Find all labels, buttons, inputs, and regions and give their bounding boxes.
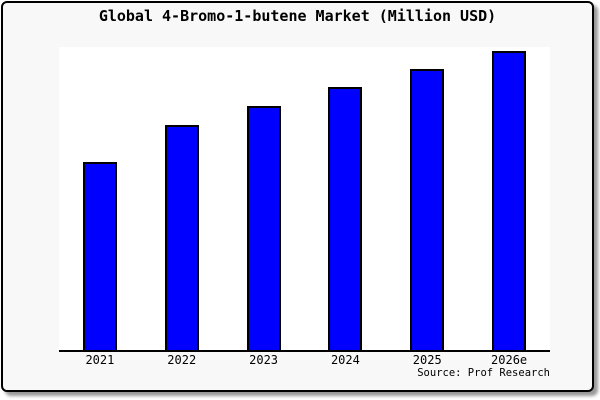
bar-2022 — [164, 125, 199, 350]
x-tick-label-2025: 2025 — [412, 353, 442, 367]
bar-2023 — [246, 106, 281, 350]
bar-2026e — [492, 51, 527, 350]
bar-2024 — [328, 87, 363, 350]
plot-area — [59, 47, 550, 352]
x-tick-label-2021: 2021 — [85, 353, 115, 367]
source-credit: Source: Prof Research — [417, 367, 550, 379]
x-tick-label-2023: 2023 — [249, 353, 279, 367]
bar-2025 — [410, 69, 445, 350]
x-tick-label-2022: 2022 — [167, 353, 197, 367]
x-tick-label-2026e: 2026e — [491, 353, 528, 367]
chart-frame: Global 4-Bromo-1-butene Market (Million … — [1, 1, 594, 392]
bar-2021 — [82, 162, 117, 350]
chart-title: Global 4-Bromo-1-butene Market (Million … — [98, 7, 497, 25]
x-tick-label-2024: 2024 — [330, 353, 360, 367]
